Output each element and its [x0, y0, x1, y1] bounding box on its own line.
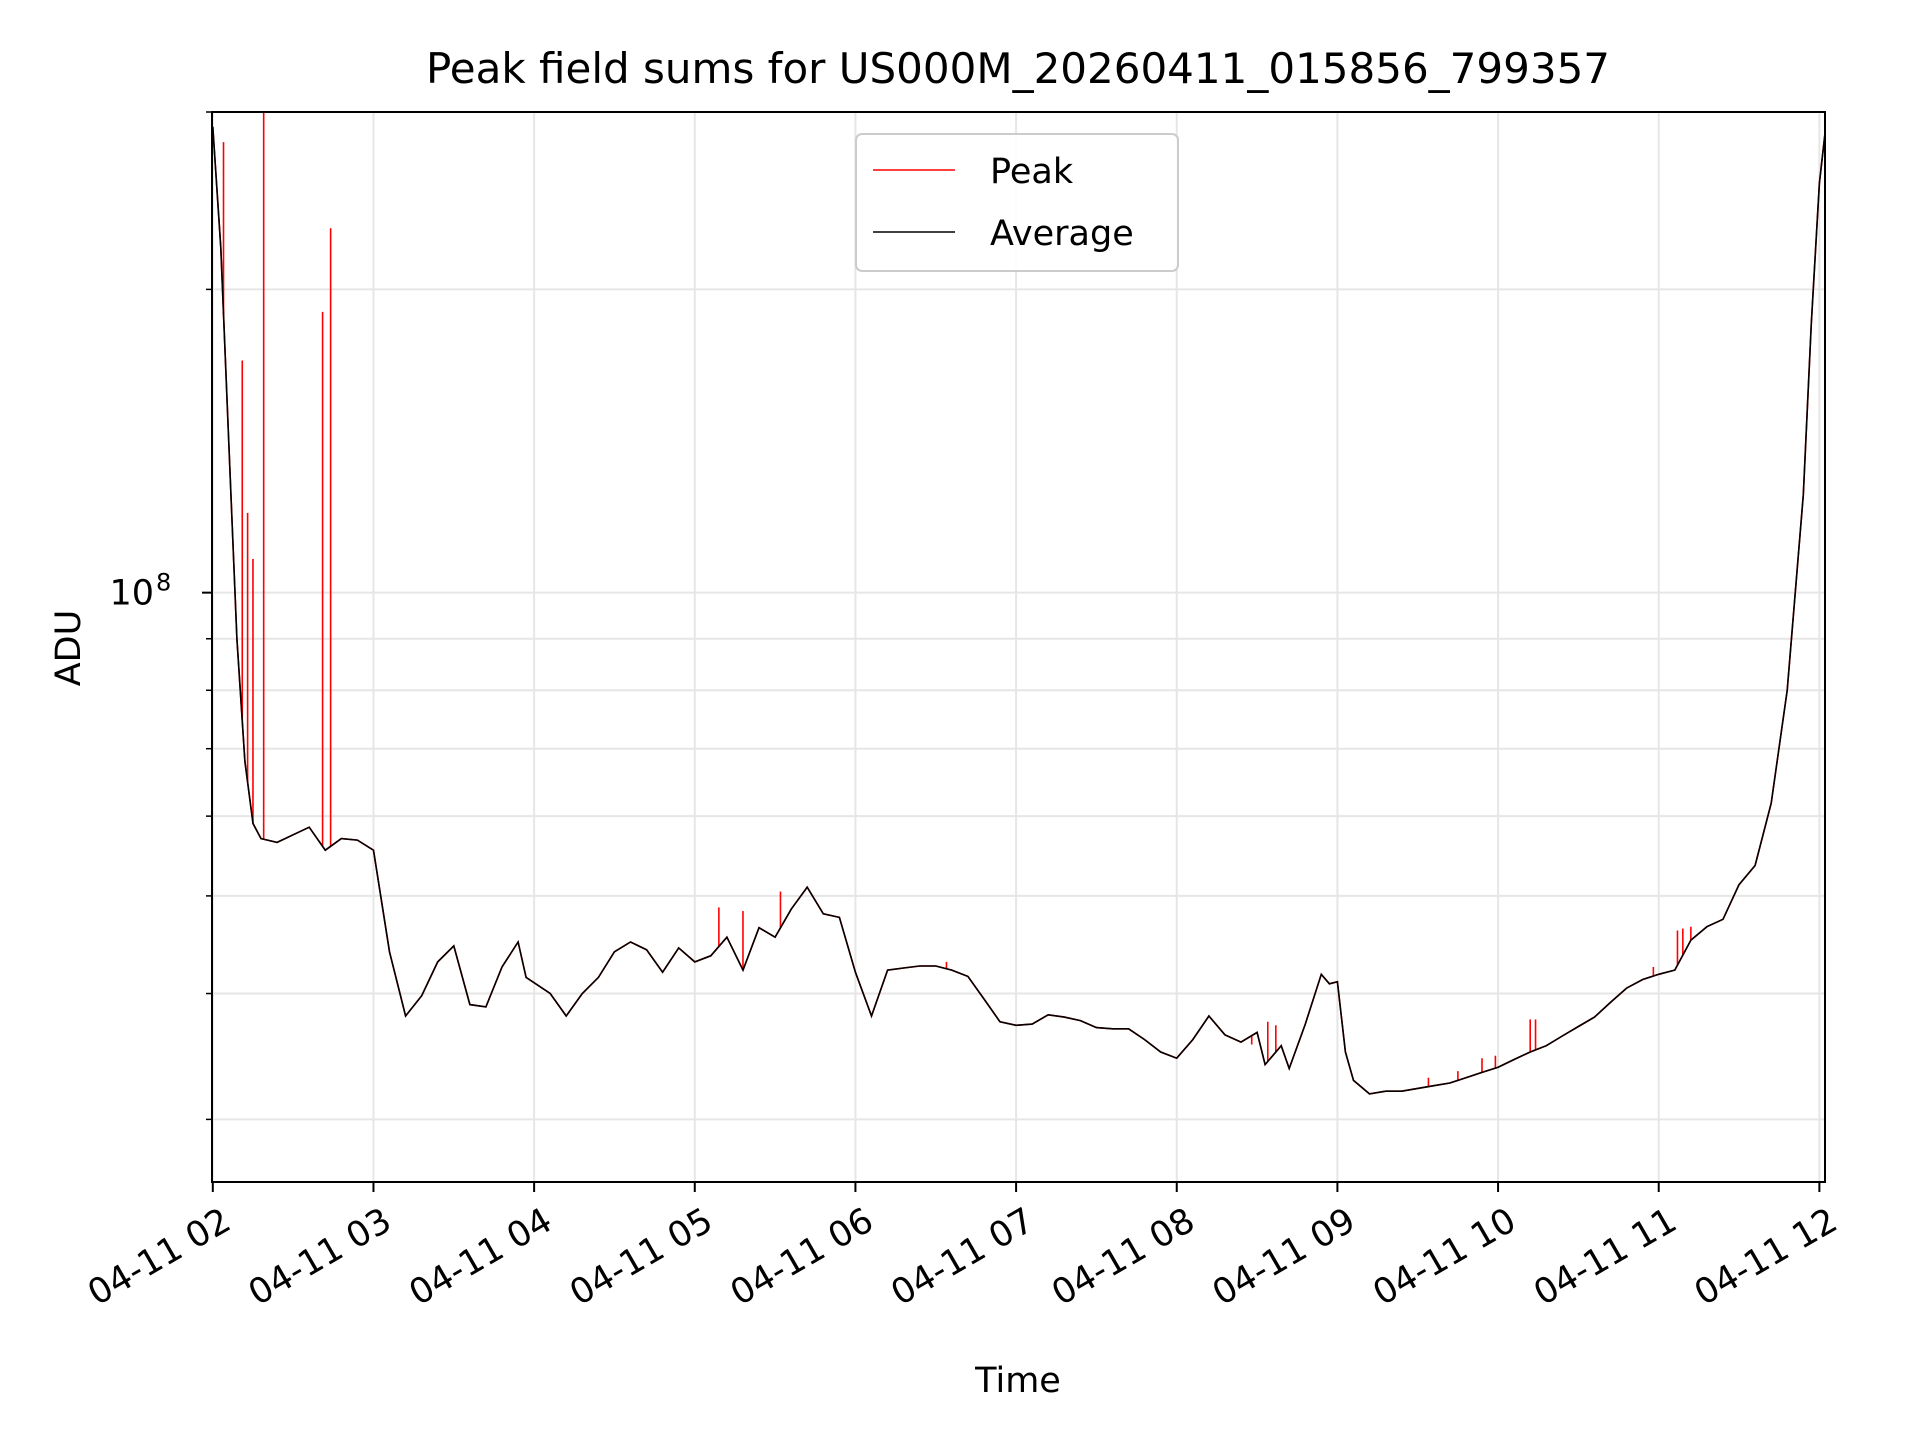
series-layer	[212, 112, 1825, 1095]
average-series-line	[212, 126, 1825, 1095]
legend-label-average: Average	[990, 214, 1134, 254]
legend: Peak Average	[855, 133, 1179, 272]
plot-frame	[211, 111, 1826, 1183]
y-tick-label: 10	[109, 574, 154, 614]
y-tick-label-base: 10	[109, 574, 154, 614]
y-tick-label-exponent: 8	[156, 569, 171, 597]
y-axis-label: ADU	[49, 610, 89, 687]
legend-box	[855, 133, 1179, 272]
chart-title: Peak field sums for US000M_20260411_0158…	[426, 44, 1610, 93]
legend-label-peak: Peak	[990, 152, 1074, 192]
x-axis-label: Time	[974, 1361, 1061, 1401]
